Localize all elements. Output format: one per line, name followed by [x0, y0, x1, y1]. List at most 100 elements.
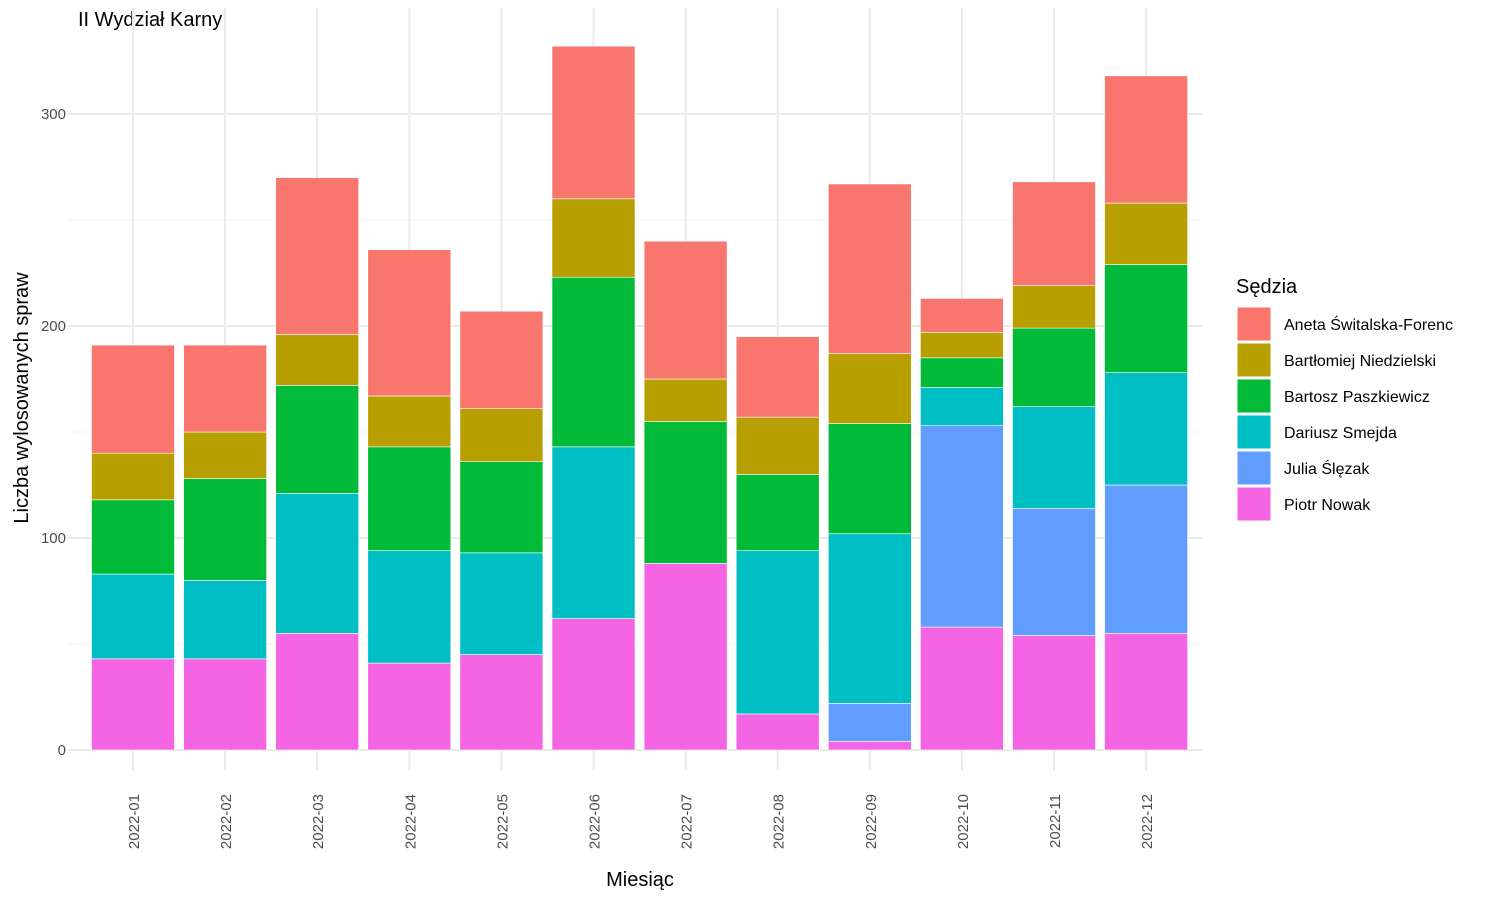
x-tick-label: 2022-05 [494, 794, 511, 849]
bar-segment [459, 461, 544, 554]
y-axis-title: Liczba wylosowanych spraw [11, 272, 33, 524]
x-tick-label: 2022-09 [863, 794, 880, 849]
x-tick-label: 2022-08 [771, 794, 788, 849]
bar-segment [1012, 285, 1096, 329]
bar-segment [367, 249, 452, 397]
bar-segment [551, 198, 636, 278]
bar-segment [827, 353, 912, 424]
bar-segment [1104, 633, 1188, 751]
bar-segment [735, 474, 820, 552]
legend-key [1236, 342, 1272, 378]
bar-segment [91, 452, 175, 501]
legend-key [1236, 486, 1272, 522]
bar-segment [183, 658, 267, 751]
y-tick-label: 0 [58, 742, 66, 759]
bar-segment [367, 395, 452, 448]
y-tick-label: 300 [41, 106, 66, 123]
bar-segment [367, 550, 452, 664]
bar-segment [1012, 181, 1096, 287]
bar-segment [920, 298, 1004, 333]
bar-segment [551, 45, 636, 200]
legend-label: Bartosz Paszkiewicz [1284, 389, 1430, 406]
x-tick-label: 2022-06 [587, 794, 604, 849]
bar-segment [1104, 264, 1188, 373]
bar-segment [643, 378, 728, 422]
bar-segment [920, 425, 1004, 628]
bar-segment [1012, 635, 1096, 751]
bar-segment [551, 446, 636, 619]
x-tick-label: 2022-10 [955, 794, 972, 849]
bar-segment [643, 421, 728, 564]
bar-segment [1104, 202, 1188, 265]
bar-segment [459, 654, 544, 751]
y-axis-ticks: 0 100 200 300 [41, 106, 66, 759]
bar-segment [920, 357, 1004, 388]
x-tick-label: 2022-04 [402, 794, 419, 849]
bar-segment [1012, 508, 1096, 636]
bar-segment [827, 533, 912, 704]
bar-segment [735, 713, 820, 751]
bar-segment [1104, 372, 1188, 486]
x-axis-title: Miesiąc [606, 869, 674, 891]
bars [91, 45, 1188, 751]
bar-segment [275, 385, 360, 494]
bar-segment [643, 240, 728, 380]
legend-key [1236, 378, 1272, 414]
bar-segment [459, 552, 544, 655]
bar-segment [275, 177, 360, 335]
chart-title: II Wydział Karny [78, 9, 222, 31]
bar-segment [367, 662, 452, 751]
bar-segment [183, 344, 267, 433]
bar-segment [920, 332, 1004, 359]
bar-segment [735, 416, 820, 475]
bar-segment [1104, 484, 1188, 634]
x-tick-label: 2022-07 [679, 794, 696, 849]
bar-segment [91, 499, 175, 575]
x-tick-label: 2022-03 [310, 794, 327, 849]
x-tick-label: 2022-12 [1139, 794, 1156, 849]
bar-segment [827, 183, 912, 354]
legend-label: Aneta Świtalska-Forenc [1284, 315, 1453, 334]
bar-segment [367, 446, 452, 552]
legend-key [1236, 414, 1272, 450]
legend: Sędzia Aneta Świtalska-Forenc Bartłomiej … [1236, 276, 1453, 522]
bar-segment [551, 618, 636, 751]
bar-segment [183, 580, 267, 660]
bar-segment [920, 626, 1004, 751]
bar-segment [1012, 406, 1096, 509]
bar-segment [1012, 327, 1096, 407]
bar-segment [275, 493, 360, 634]
bar-segment [91, 344, 175, 454]
bar-segment [275, 334, 360, 386]
bar-segment [1104, 75, 1188, 204]
bar-segment [183, 431, 267, 479]
y-tick-label: 200 [41, 318, 66, 335]
bar-segment [91, 573, 175, 660]
bar-segment [91, 658, 175, 751]
bar-segment [735, 550, 820, 715]
bar-segment [827, 703, 912, 742]
x-tick-label: 2022-01 [126, 794, 143, 849]
legend-label: Bartłomiej Niedzielski [1284, 353, 1436, 370]
x-tick-label: 2022-11 [1047, 794, 1064, 848]
bar-segment [551, 276, 636, 448]
x-axis-ticks: 2022-01 2022-02 2022-03 2022-04 2022-05 2022-… [126, 794, 1156, 849]
bar-segment [735, 336, 820, 418]
legend-label: Dariusz Smejda [1284, 425, 1397, 442]
bar-segment [459, 408, 544, 462]
bar-segment [827, 741, 912, 751]
x-tick-label: 2022-02 [218, 794, 235, 849]
legend-label: Piotr Nowak [1284, 497, 1371, 514]
bar-segment [275, 633, 360, 751]
legend-key [1236, 450, 1272, 486]
bar-segment [920, 387, 1004, 426]
bar-segment [643, 563, 728, 751]
legend-title: Sędzia [1236, 276, 1298, 298]
bar-segment [183, 478, 267, 581]
bar-segment [827, 423, 912, 535]
bar-segment [459, 310, 544, 409]
legend-key [1236, 306, 1272, 342]
y-tick-label: 100 [41, 530, 66, 547]
legend-label: Julia Ślęzak [1284, 459, 1370, 478]
